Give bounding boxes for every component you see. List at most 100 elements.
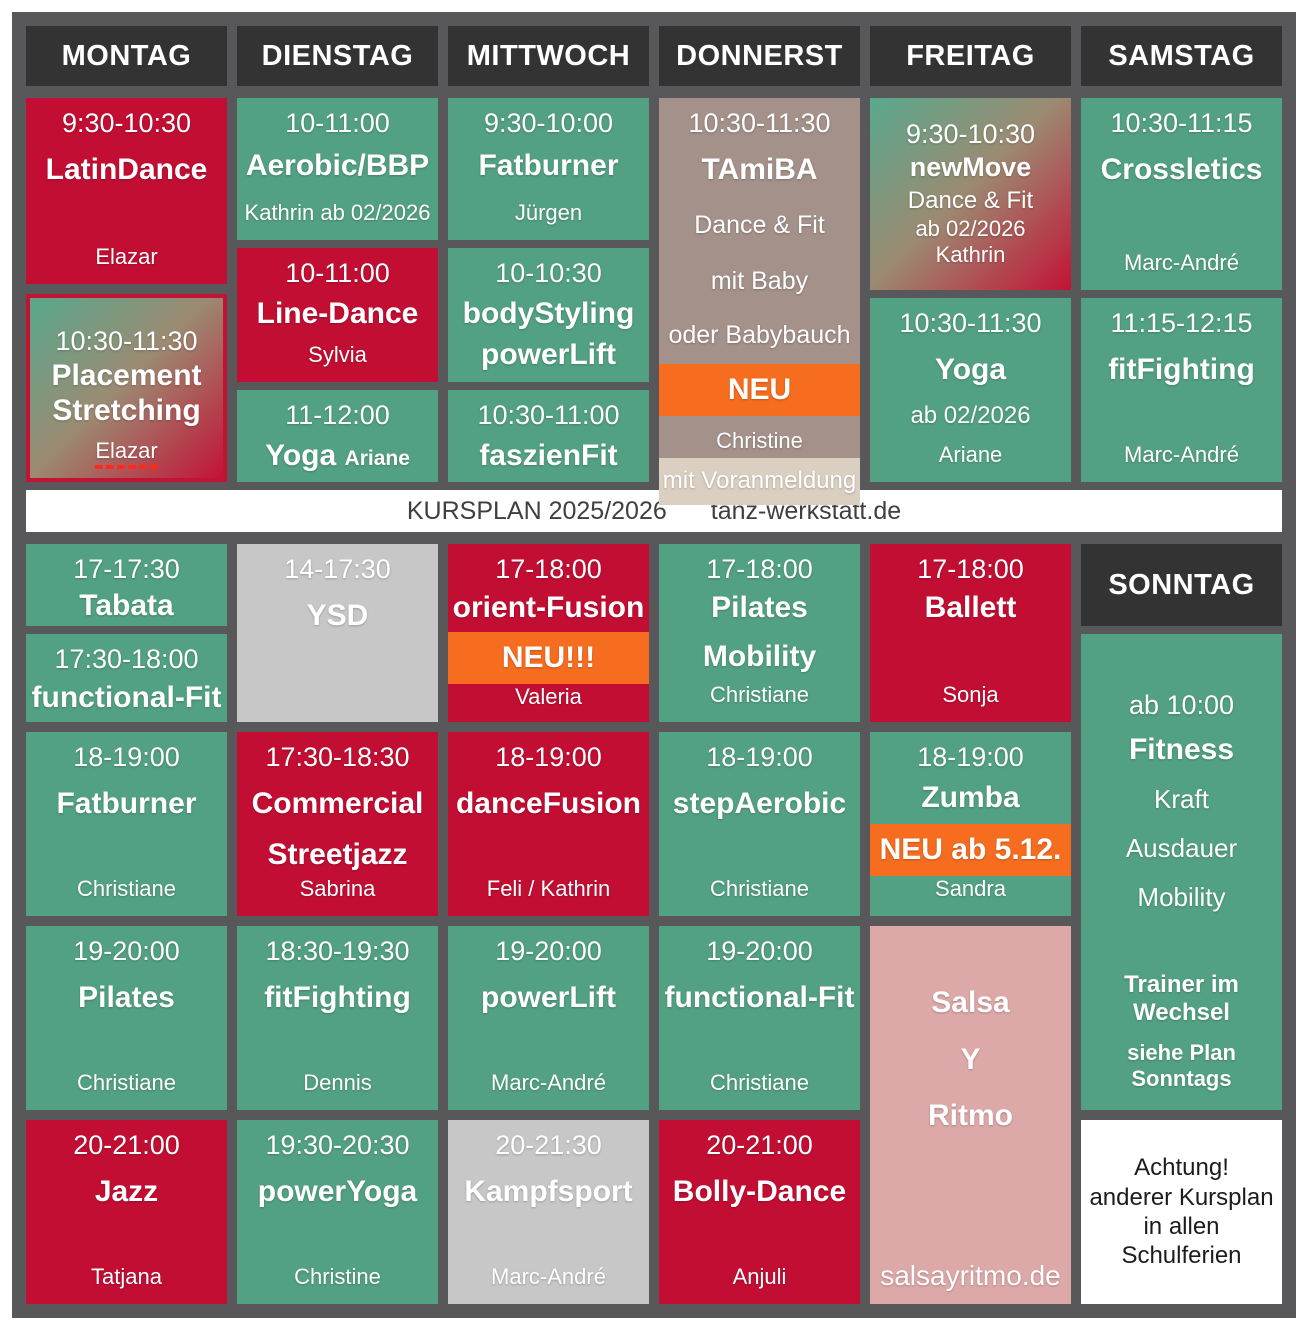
day-header-thursday: DONNERST — [659, 26, 860, 86]
time-range: 17:30-18:00 — [54, 644, 199, 674]
course-title: LatinDance — [45, 153, 208, 187]
trainer-name: Marc-André — [491, 1263, 606, 1289]
course-commercial-streetjazz: 17:30-18:30 Commercial Streetjazz Sabrin… — [237, 732, 438, 916]
column-wednesday: MITTWOCH 9:30-10:00 Fatburner Jürgen 10-… — [448, 26, 649, 482]
time-range: 18-19:00 — [495, 742, 602, 772]
course-title-line3: Ritmo — [928, 1099, 1013, 1132]
course-subtitle: Kraft — [1154, 783, 1209, 814]
time-range: 20-21:00 — [706, 1130, 813, 1160]
course-title-line1: Salsa — [931, 986, 1010, 1019]
trainer-name: Tatjana — [91, 1263, 162, 1289]
course-title: Crossletics — [1100, 153, 1263, 187]
course-pilates-monday: 19-20:00 Pilates Christiane — [26, 926, 227, 1110]
time-range: 17-18:00 — [706, 554, 813, 584]
trainer-name: Elazar — [95, 243, 158, 269]
day-label: MITTWOCH — [466, 39, 631, 72]
course-note: ab 02/2026 — [915, 216, 1026, 242]
trainer-name: Marc-André — [491, 1069, 606, 1095]
plan-title: KURSPLAN 2025/2026 — [406, 496, 667, 525]
trainer-name: Ariane — [938, 441, 1003, 467]
schedule-board: MONTAG 9:30-10:30 LatinDance Elazar 10:3… — [12, 12, 1296, 1318]
new-badge: NEU — [659, 363, 860, 416]
time-range: 14-17:30 — [284, 554, 391, 584]
time-range: 18:30-19:30 — [265, 936, 410, 966]
morning-section: MONTAG 9:30-10:30 LatinDance Elazar 10:3… — [26, 26, 1282, 505]
time-range: 11-12:00 — [285, 400, 390, 430]
course-title: Fatburner — [478, 149, 619, 183]
day-label: SAMSTAG — [1108, 39, 1255, 72]
course-dancefusion: 18-19:00 danceFusion Feli / Kathrin — [448, 732, 649, 916]
course-title: Aerobic/BBP — [245, 149, 430, 183]
course-title: TAmiBA — [701, 153, 818, 187]
column-thursday-evening: 17-18:00 Pilates Mobility Christiane 18-… — [659, 544, 860, 1304]
course-subtitle: oder Babybauch — [668, 320, 851, 349]
column-monday: MONTAG 9:30-10:30 LatinDance Elazar 10:3… — [26, 26, 227, 482]
column-friday: FREITAG 9:30-10:30 newMove Dance & Fit a… — [870, 26, 1071, 482]
course-title-line2: powerLift — [481, 337, 616, 371]
day-label: MONTAG — [61, 39, 192, 72]
time-range: 9:30-10:30 — [61, 108, 192, 138]
course-title: Bolly-Dance — [672, 1175, 847, 1209]
course-placement-stretching: 10:30-11:30 Placement Stretching Elazar — [26, 294, 227, 482]
course-title: Ballett — [924, 591, 1017, 625]
course-fatburner-monday: 18-19:00 Fatburner Christiane — [26, 732, 227, 916]
trainer-name: Valeria — [515, 683, 582, 709]
day-header-sunday: SONNTAG — [1081, 544, 1282, 626]
website-link[interactable]: salsayritmo.de — [880, 1260, 1061, 1291]
day-header-saturday: SAMSTAG — [1081, 26, 1282, 86]
course-subtitle: Mobility — [1137, 881, 1226, 912]
trainer-name: Jürgen — [514, 199, 583, 225]
column-wednesday-evening: 17-18:00 orient-Fusion NEU!!! Valeria 18… — [448, 544, 649, 1304]
course-title-line2: Y — [960, 1042, 981, 1076]
time-range: 19:30-20:30 — [265, 1130, 410, 1160]
course-title: Pilates — [78, 981, 175, 1015]
day-label: DONNERST — [676, 39, 843, 72]
course-pilates-mobility: 17-18:00 Pilates Mobility Christiane — [659, 544, 860, 722]
course-title: orient-Fusion — [452, 591, 645, 625]
trainer-name: Sylvia — [308, 341, 367, 367]
time-range: 19-20:00 — [73, 936, 180, 966]
trainer-name: Sandra — [935, 875, 1006, 901]
time-range: 20-21:00 — [73, 1130, 180, 1160]
course-subtitle: Dance & Fit — [694, 210, 825, 239]
course-fitfighting-saturday: 11:15-12:15 fitFighting Marc-André — [1081, 298, 1282, 482]
course-stepaerobic: 18-19:00 stepAerobic Christiane — [659, 732, 860, 916]
trainer-name: Christiane — [709, 681, 810, 707]
course-orient-fusion: 17-18:00 orient-Fusion NEU!!! Valeria — [448, 544, 649, 722]
course-title: Zumba — [921, 781, 1020, 815]
course-functional-fit-thursday: 19-20:00 functional-Fit Christiane — [659, 926, 860, 1110]
time-range: 19-20:00 — [495, 936, 602, 966]
trainer-name: Sabrina — [299, 875, 376, 901]
course-title: newMove — [909, 152, 1032, 183]
time-range: 10:30-11:15 — [1110, 108, 1253, 138]
course-yoga-friday: 10:30-11:30 Yoga ab 02/2026 Ariane — [870, 298, 1071, 482]
day-header-tuesday: DIENSTAG — [237, 26, 438, 86]
time-range: 17-17:30 — [73, 554, 180, 584]
course-latindance: 9:30-10:30 LatinDance Elazar — [26, 98, 227, 284]
course-title: Fitness — [1128, 733, 1235, 767]
course-zumba: 18-19:00 Zumba NEU ab 5.12. Sandra — [870, 732, 1071, 916]
course-ballett: 17-18:00 Ballett Sonja — [870, 544, 1071, 722]
course-fitfighting-tuesday: 18:30-19:30 fitFighting Dennis — [237, 926, 438, 1110]
course-title-line1: Placement — [51, 359, 202, 393]
column-friday-evening: 17-18:00 Ballett Sonja 18-19:00 Zumba NE… — [870, 544, 1071, 1304]
time-range: 10-11:00 — [285, 258, 390, 288]
course-title: YSD — [306, 599, 369, 633]
course-title: fitFighting — [264, 981, 411, 1015]
trainer-name: Sonja — [942, 681, 999, 707]
course-title: Yoga — [934, 353, 1007, 387]
notice-line4: Schulferien — [1121, 1242, 1242, 1270]
notice-line3: in allen — [1143, 1213, 1220, 1240]
course-kampfsport: 20-21:30 Kampfsport Marc-André — [448, 1120, 649, 1304]
course-tabata: 17-17:30 Tabata Christiane — [26, 544, 227, 655]
day-header-wednesday: MITTWOCH — [448, 26, 649, 86]
course-title: fitFighting — [1108, 353, 1255, 387]
course-title-line2: Streetjazz — [267, 837, 408, 871]
time-range: 18-19:00 — [917, 742, 1024, 772]
time-range: 18-19:00 — [73, 742, 180, 772]
trainer-name: Christiane — [76, 1069, 177, 1095]
time-range: 9:30-10:00 — [483, 108, 614, 138]
course-functional-fit-monday: 17:30-18:00 functional-Fit — [26, 634, 227, 722]
course-title-line2: Mobility — [702, 639, 817, 673]
time-range: 10:30-11:30 — [55, 326, 198, 356]
